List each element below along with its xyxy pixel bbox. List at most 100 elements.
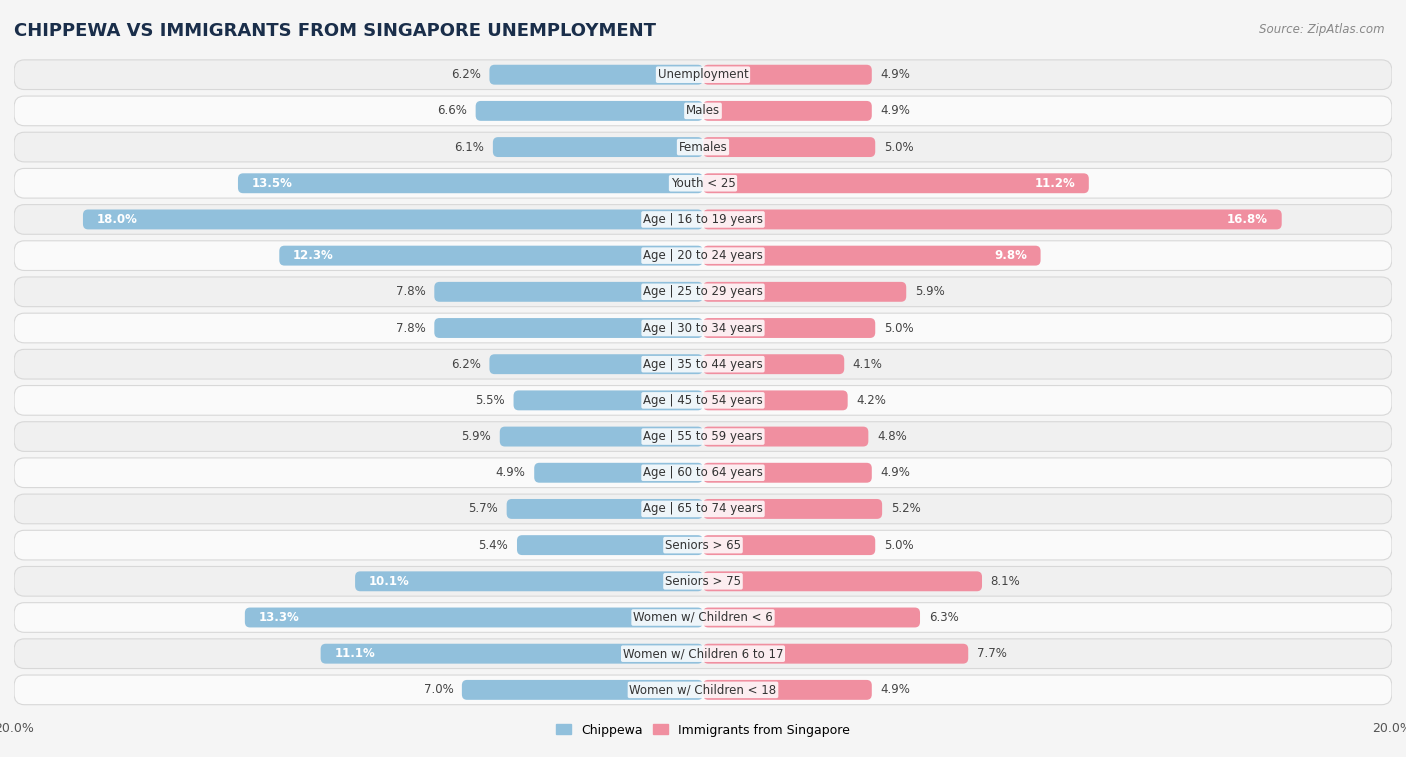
FancyBboxPatch shape xyxy=(14,385,1392,415)
FancyBboxPatch shape xyxy=(703,354,844,374)
FancyBboxPatch shape xyxy=(238,173,703,193)
FancyBboxPatch shape xyxy=(356,572,703,591)
FancyBboxPatch shape xyxy=(14,494,1392,524)
FancyBboxPatch shape xyxy=(534,463,703,483)
FancyBboxPatch shape xyxy=(489,65,703,85)
Text: 5.5%: 5.5% xyxy=(475,394,505,407)
Text: 7.7%: 7.7% xyxy=(977,647,1007,660)
Text: 5.7%: 5.7% xyxy=(468,503,498,516)
Text: 4.2%: 4.2% xyxy=(856,394,886,407)
Text: 4.9%: 4.9% xyxy=(880,68,910,81)
FancyBboxPatch shape xyxy=(703,246,1040,266)
FancyBboxPatch shape xyxy=(14,422,1392,451)
FancyBboxPatch shape xyxy=(14,458,1392,488)
FancyBboxPatch shape xyxy=(703,427,869,447)
Text: Females: Females xyxy=(679,141,727,154)
Text: 13.3%: 13.3% xyxy=(259,611,299,624)
FancyBboxPatch shape xyxy=(14,204,1392,234)
Text: Age | 55 to 59 years: Age | 55 to 59 years xyxy=(643,430,763,443)
Text: 6.6%: 6.6% xyxy=(437,104,467,117)
Text: Unemployment: Unemployment xyxy=(658,68,748,81)
Text: 5.0%: 5.0% xyxy=(884,322,914,335)
FancyBboxPatch shape xyxy=(83,210,703,229)
FancyBboxPatch shape xyxy=(14,60,1392,89)
FancyBboxPatch shape xyxy=(506,499,703,519)
Text: 13.5%: 13.5% xyxy=(252,177,292,190)
FancyBboxPatch shape xyxy=(14,566,1392,597)
Text: Age | 65 to 74 years: Age | 65 to 74 years xyxy=(643,503,763,516)
Text: 5.4%: 5.4% xyxy=(478,539,509,552)
FancyBboxPatch shape xyxy=(499,427,703,447)
Text: Age | 60 to 64 years: Age | 60 to 64 years xyxy=(643,466,763,479)
Text: 6.2%: 6.2% xyxy=(451,358,481,371)
FancyBboxPatch shape xyxy=(14,132,1392,162)
FancyBboxPatch shape xyxy=(14,675,1392,705)
Text: Age | 35 to 44 years: Age | 35 to 44 years xyxy=(643,358,763,371)
Text: 5.9%: 5.9% xyxy=(461,430,491,443)
FancyBboxPatch shape xyxy=(703,318,875,338)
Text: Women w/ Children < 6: Women w/ Children < 6 xyxy=(633,611,773,624)
Text: 6.1%: 6.1% xyxy=(454,141,484,154)
Text: 11.2%: 11.2% xyxy=(1035,177,1076,190)
Text: Seniors > 75: Seniors > 75 xyxy=(665,575,741,587)
FancyBboxPatch shape xyxy=(434,318,703,338)
FancyBboxPatch shape xyxy=(703,210,1282,229)
FancyBboxPatch shape xyxy=(513,391,703,410)
Text: CHIPPEWA VS IMMIGRANTS FROM SINGAPORE UNEMPLOYMENT: CHIPPEWA VS IMMIGRANTS FROM SINGAPORE UN… xyxy=(14,22,657,40)
FancyBboxPatch shape xyxy=(434,282,703,302)
Text: 7.8%: 7.8% xyxy=(396,285,426,298)
Text: 7.8%: 7.8% xyxy=(396,322,426,335)
FancyBboxPatch shape xyxy=(280,246,703,266)
FancyBboxPatch shape xyxy=(703,282,907,302)
Text: 12.3%: 12.3% xyxy=(292,249,333,262)
Text: 4.9%: 4.9% xyxy=(880,104,910,117)
FancyBboxPatch shape xyxy=(703,137,875,157)
FancyBboxPatch shape xyxy=(475,101,703,121)
Text: 4.9%: 4.9% xyxy=(880,684,910,696)
Text: Source: ZipAtlas.com: Source: ZipAtlas.com xyxy=(1260,23,1385,36)
FancyBboxPatch shape xyxy=(703,463,872,483)
FancyBboxPatch shape xyxy=(703,572,981,591)
FancyBboxPatch shape xyxy=(14,96,1392,126)
FancyBboxPatch shape xyxy=(14,603,1392,632)
Text: Age | 16 to 19 years: Age | 16 to 19 years xyxy=(643,213,763,226)
Text: 7.0%: 7.0% xyxy=(423,684,453,696)
Text: Age | 30 to 34 years: Age | 30 to 34 years xyxy=(643,322,763,335)
Text: 8.1%: 8.1% xyxy=(991,575,1021,587)
FancyBboxPatch shape xyxy=(703,101,872,121)
Text: 6.3%: 6.3% xyxy=(928,611,959,624)
Text: 11.1%: 11.1% xyxy=(335,647,375,660)
Text: Age | 20 to 24 years: Age | 20 to 24 years xyxy=(643,249,763,262)
FancyBboxPatch shape xyxy=(703,535,875,555)
Text: 5.2%: 5.2% xyxy=(891,503,921,516)
FancyBboxPatch shape xyxy=(14,313,1392,343)
Text: 4.8%: 4.8% xyxy=(877,430,907,443)
FancyBboxPatch shape xyxy=(703,391,848,410)
FancyBboxPatch shape xyxy=(703,680,872,699)
Text: 5.9%: 5.9% xyxy=(915,285,945,298)
Text: 4.9%: 4.9% xyxy=(880,466,910,479)
FancyBboxPatch shape xyxy=(703,608,920,628)
Text: Age | 45 to 54 years: Age | 45 to 54 years xyxy=(643,394,763,407)
FancyBboxPatch shape xyxy=(14,241,1392,270)
FancyBboxPatch shape xyxy=(703,65,872,85)
FancyBboxPatch shape xyxy=(494,137,703,157)
FancyBboxPatch shape xyxy=(14,639,1392,668)
FancyBboxPatch shape xyxy=(703,499,882,519)
FancyBboxPatch shape xyxy=(14,531,1392,560)
Text: Women w/ Children < 18: Women w/ Children < 18 xyxy=(630,684,776,696)
FancyBboxPatch shape xyxy=(517,535,703,555)
FancyBboxPatch shape xyxy=(14,350,1392,379)
Text: 6.2%: 6.2% xyxy=(451,68,481,81)
Text: 4.1%: 4.1% xyxy=(853,358,883,371)
Text: 9.8%: 9.8% xyxy=(994,249,1026,262)
FancyBboxPatch shape xyxy=(703,173,1088,193)
Text: Age | 25 to 29 years: Age | 25 to 29 years xyxy=(643,285,763,298)
Text: 16.8%: 16.8% xyxy=(1227,213,1268,226)
Legend: Chippewa, Immigrants from Singapore: Chippewa, Immigrants from Singapore xyxy=(551,718,855,742)
Text: 10.1%: 10.1% xyxy=(368,575,409,587)
Text: Seniors > 65: Seniors > 65 xyxy=(665,539,741,552)
Text: Youth < 25: Youth < 25 xyxy=(671,177,735,190)
FancyBboxPatch shape xyxy=(14,277,1392,307)
Text: Males: Males xyxy=(686,104,720,117)
